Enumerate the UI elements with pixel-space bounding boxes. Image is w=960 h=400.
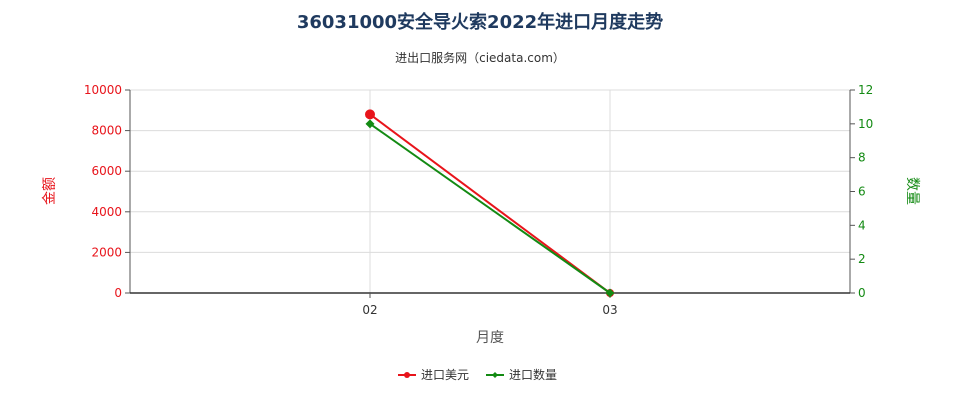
right-tick-label: 4 (858, 218, 866, 232)
left-tick-label: 8000 (91, 124, 122, 138)
left-tick-label: 4000 (91, 205, 122, 219)
right-tick-label: 12 (858, 83, 873, 97)
left-tick-label: 0 (114, 286, 122, 300)
left-tick-label: 10000 (84, 83, 122, 97)
x-tick-label: 02 (362, 303, 377, 317)
legend-marker-1 (404, 372, 410, 378)
x-tick-label: 03 (602, 303, 617, 317)
series-line-2 (369, 123, 611, 294)
legend-marker-2 (492, 372, 498, 378)
left-axis-title: 金额 (42, 177, 58, 205)
series-2-point (365, 119, 375, 129)
chart-title: 36031000安全导火索2022年进口月度走势 (297, 11, 663, 33)
legend-label-2: 进口数量 (509, 367, 557, 382)
right-tick-label: 0 (858, 286, 866, 300)
right-axis-title: 数量 (904, 177, 920, 205)
series-2-point (605, 288, 615, 298)
series (365, 109, 615, 298)
grid (130, 89, 850, 294)
axes (129, 90, 851, 294)
left-tick-label: 2000 (91, 245, 122, 259)
chart-subtitle: 进出口服务网（ciedata.com） (395, 50, 565, 65)
right-tick-label: 10 (858, 117, 873, 131)
right-tick-label: 6 (858, 185, 866, 199)
series-line-1 (369, 113, 611, 294)
series-1-point (365, 109, 375, 120)
legend: 进口美元 进口数量 (398, 367, 557, 382)
right-tick-label: 2 (858, 252, 866, 266)
left-tick-label: 6000 (91, 164, 122, 178)
x-axis-title: 月度 (476, 330, 504, 346)
legend-label-1: 进口美元 (421, 368, 469, 382)
right-tick-label: 8 (858, 151, 866, 165)
